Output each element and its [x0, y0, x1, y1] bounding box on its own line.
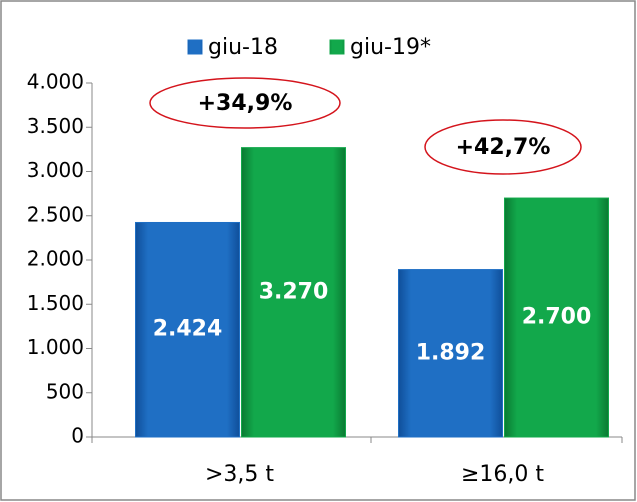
legend-label: giu-19*	[350, 35, 431, 60]
value-label: 2.700	[522, 305, 592, 330]
bar	[241, 147, 346, 438]
annotation-ellipse	[149, 77, 341, 129]
value-label: 3.270	[259, 279, 329, 304]
y-tick-label: 3.500	[27, 114, 84, 138]
x-tick-label: ≥16,0 t	[461, 462, 544, 487]
x-tick-label: >3,5 t	[205, 462, 274, 487]
annotation-ellipse	[424, 119, 582, 175]
bar	[398, 269, 503, 438]
legend-swatch	[329, 39, 345, 55]
bar	[135, 221, 240, 438]
y-tick-label: 2.000	[27, 247, 84, 271]
y-tick-label: 3.000	[27, 158, 84, 182]
y-tick-label: 2.500	[27, 202, 84, 226]
bar	[504, 197, 609, 438]
legend-swatch	[187, 39, 203, 55]
y-tick-label: 4.000	[27, 70, 84, 94]
y-tick-label: 0	[71, 424, 84, 448]
y-tick-label: 500	[46, 379, 84, 403]
legend-label: giu-18	[208, 35, 278, 60]
value-label: 1.892	[416, 340, 486, 365]
annotation: +42,7%	[456, 135, 551, 160]
annotation: +34,9%	[198, 91, 293, 116]
value-label: 2.424	[153, 317, 223, 342]
y-tick-label: 1.000	[27, 335, 84, 359]
y-tick-label: 1.500	[27, 291, 84, 315]
